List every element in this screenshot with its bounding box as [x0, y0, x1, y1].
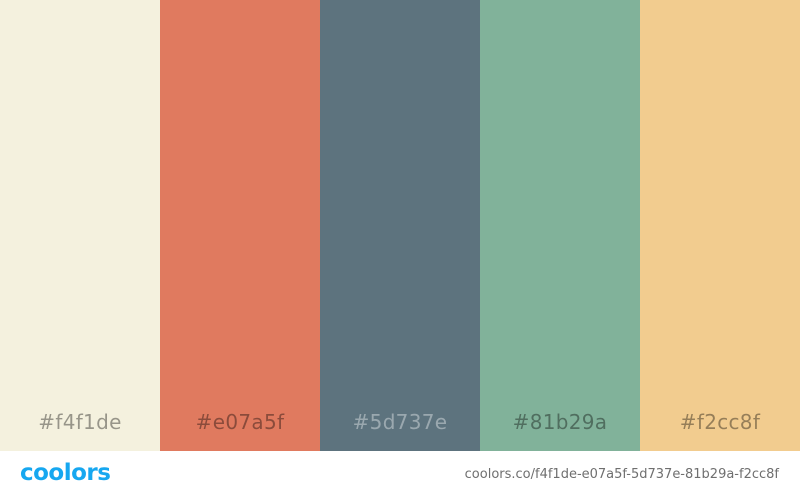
color-swatch-4[interactable]: #81b29a — [480, 0, 640, 451]
swatch-hex-label: #f2cc8f — [679, 410, 761, 434]
swatch-hex-label: #e07a5f — [195, 410, 285, 434]
color-swatch-3[interactable]: #5d737e — [320, 0, 480, 451]
color-swatch-5[interactable]: #f2cc8f — [640, 0, 800, 451]
coolors-logo[interactable]: coolors — [20, 460, 111, 486]
color-palette: #f4f1de #e07a5f #5d737e #81b29a #f2cc8f — [0, 0, 800, 451]
swatch-hex-label: #5d737e — [352, 410, 448, 434]
swatch-hex-label: #f4f1de — [38, 410, 122, 434]
palette-url[interactable]: coolors.co/f4f1de-e07a5f-5d737e-81b29a-f… — [464, 467, 779, 482]
footer-bar: coolors coolors.co/f4f1de-e07a5f-5d737e-… — [0, 451, 800, 500]
color-swatch-1[interactable]: #f4f1de — [0, 0, 160, 451]
swatch-hex-label: #81b29a — [512, 410, 608, 434]
color-swatch-2[interactable]: #e07a5f — [160, 0, 320, 451]
